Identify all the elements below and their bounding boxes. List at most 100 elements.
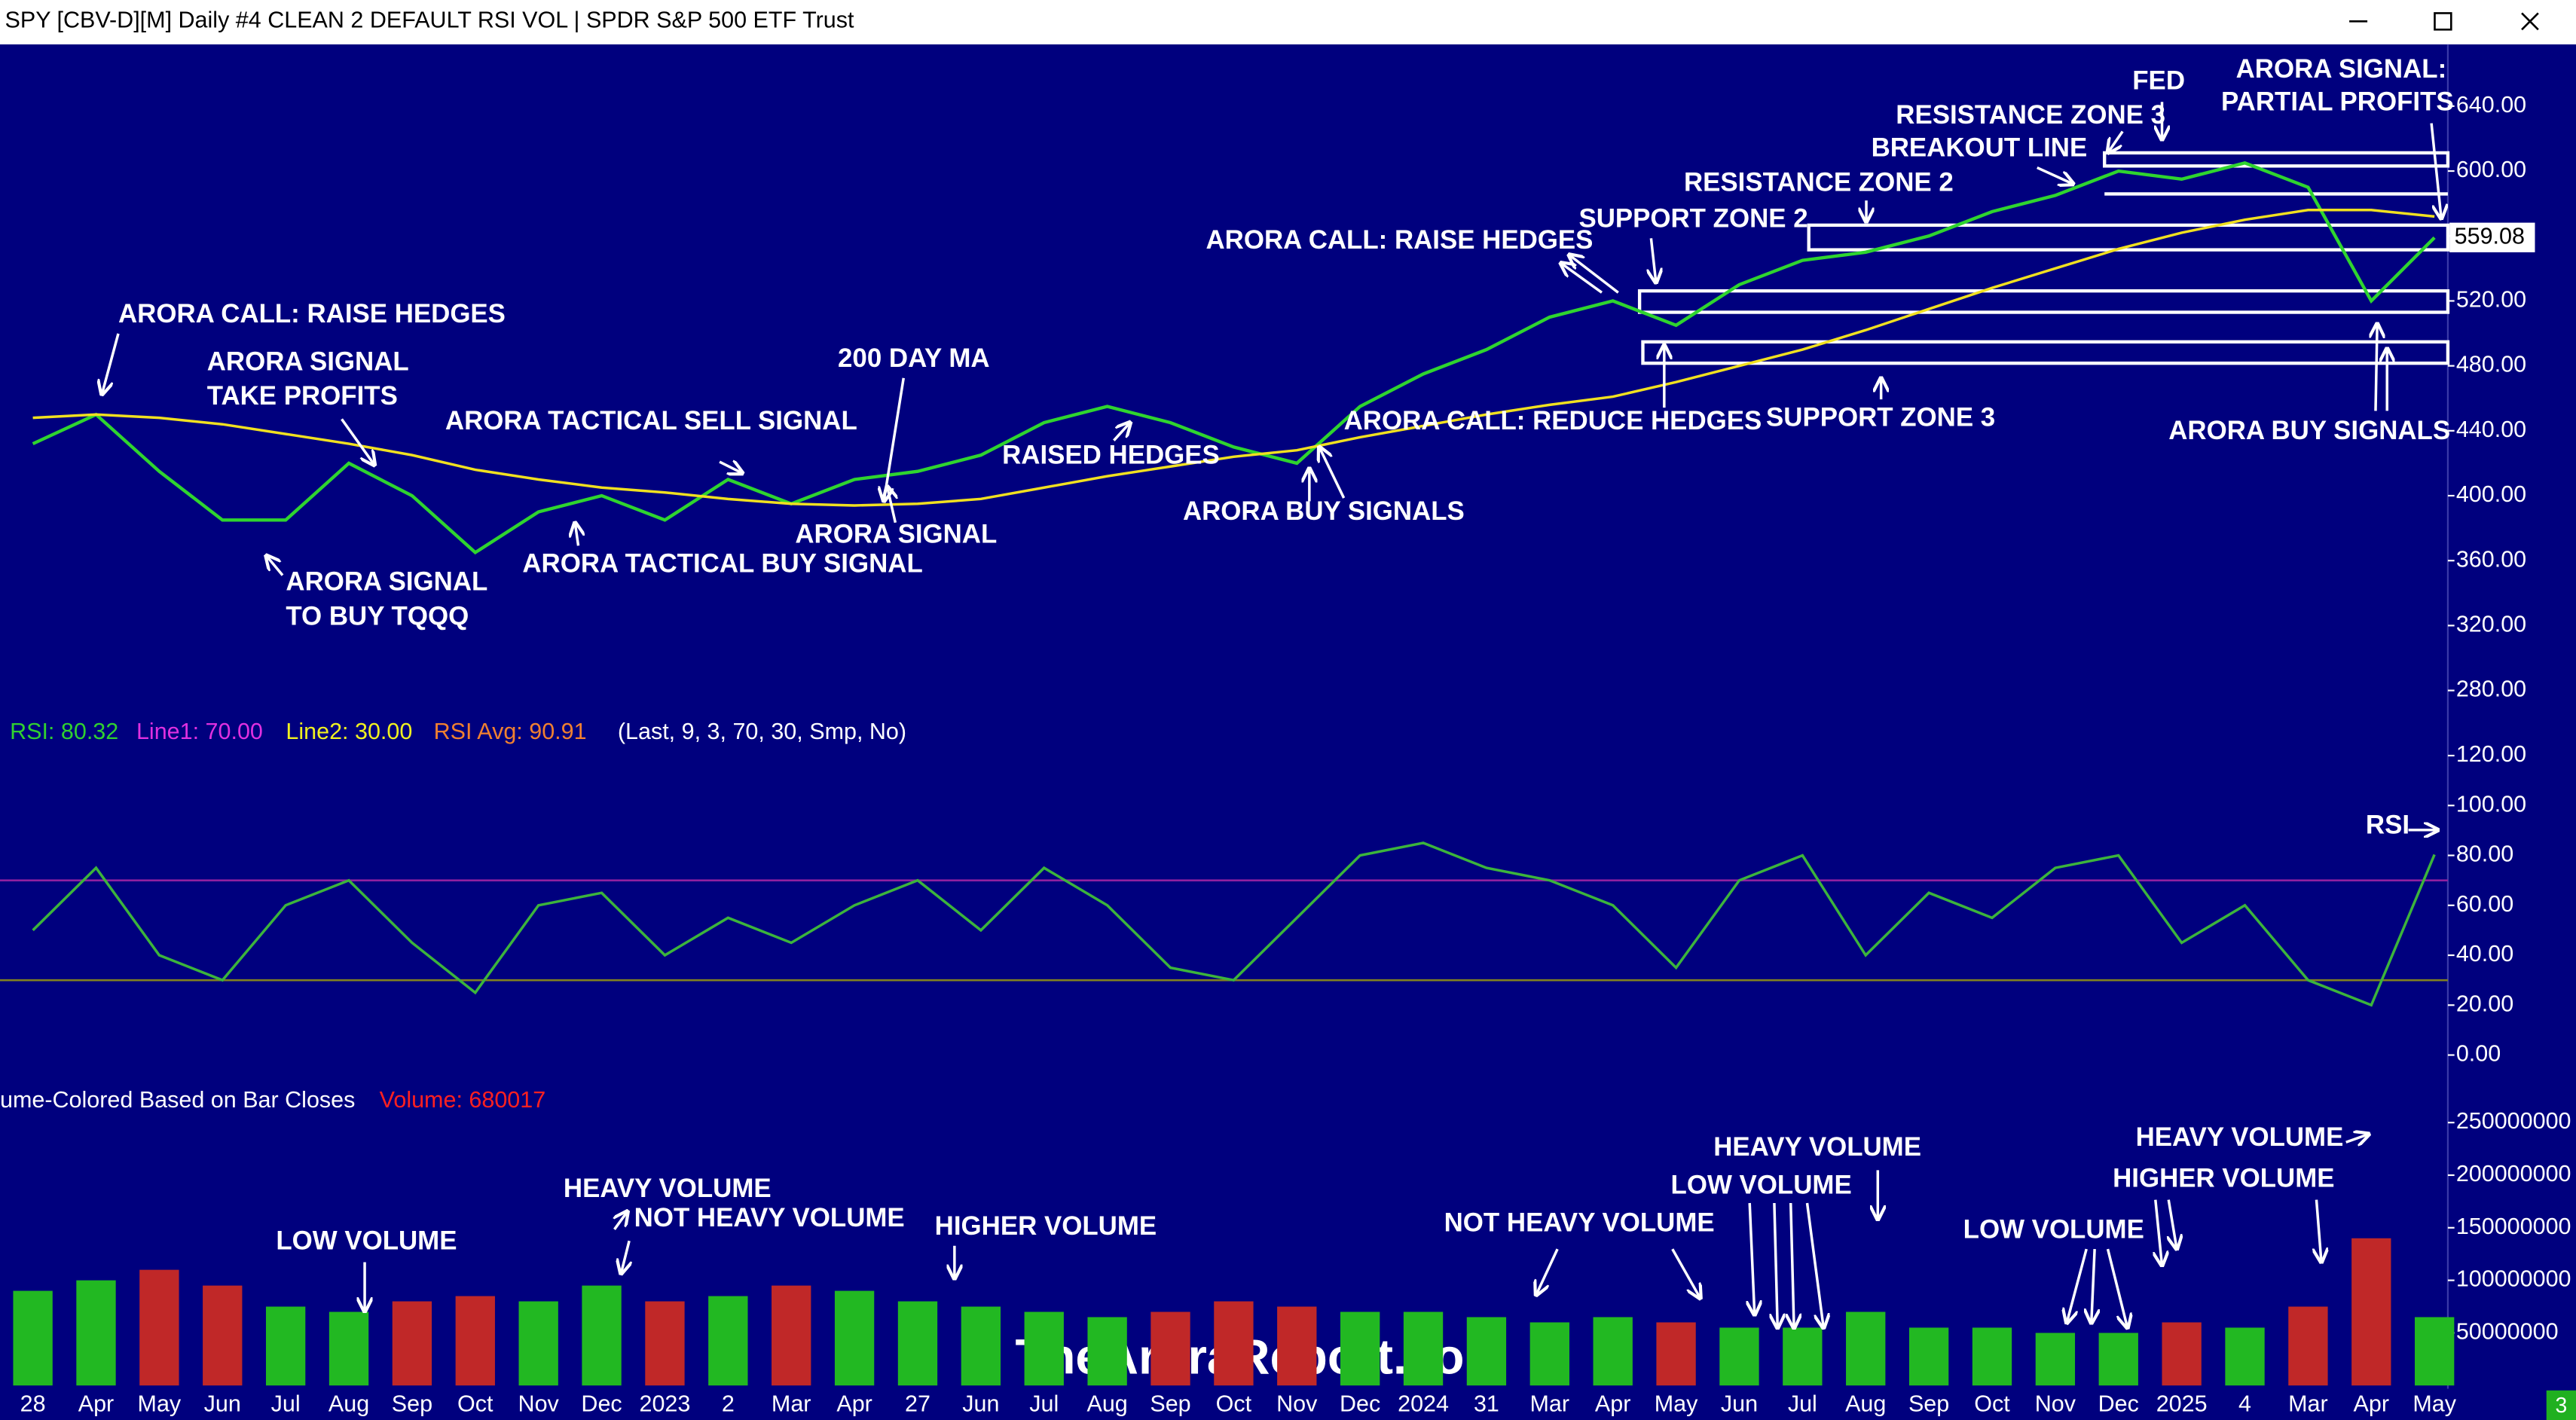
annotation-arrow [1805,1202,1824,1328]
volume-bar [1024,1312,1064,1386]
y-tick-label: 120.00 [2456,741,2526,767]
corner-badge [2546,1390,2576,1420]
x-tick-label: 2025 [2156,1391,2208,1416]
volume-bar [2351,1238,2391,1386]
x-tick-label: 2023 [640,1391,691,1416]
x-tick-label: Aug [1845,1391,1886,1416]
resistance-zone-2 [1807,223,2450,252]
y-tick-label: 600.00 [2456,157,2526,182]
volume-bar [76,1280,116,1386]
x-tick-label: Jun [962,1391,999,1416]
volume-bar [772,1285,811,1386]
annotation: SUPPORT ZONE 3 [1766,403,1995,432]
volume-bar [645,1301,685,1386]
volume-bar [1529,1322,1569,1386]
annotation-arrow [2067,1248,2088,1323]
x-tick-label: Dec [581,1391,622,1416]
annotation: ARORA CALL: RAISE HEDGES [118,299,506,328]
volume-bar [1719,1327,1759,1386]
panel-legend: Volume: 680017 [380,1087,546,1113]
annotation-arrow [1749,1202,1755,1315]
x-tick-label: 31 [1474,1391,1499,1416]
annotation: ARORA TACTICAL SELL SIGNAL [445,406,857,435]
volume-bar [897,1301,938,1386]
volume-bar [834,1290,875,1386]
annotation-arrow [887,487,895,524]
x-tick-label: 2024 [1398,1391,1449,1416]
y-tick-label: 60.00 [2456,891,2513,917]
panel-legend: RSI: 80.32 [10,719,118,744]
close-button[interactable] [2521,12,2539,31]
y-tick-label: 20.00 [2456,991,2513,1016]
x-tick-label: May [138,1391,182,1416]
x-tick-label: Apr [1595,1391,1630,1416]
volume-bar [1277,1306,1317,1386]
annotation-arrow [621,1240,629,1274]
y-tick-label: 360.00 [2456,546,2526,572]
y-tick-label: 400.00 [2456,481,2526,507]
volume-bar [2225,1327,2265,1386]
annotation-arrow [1113,423,1130,441]
x-tick-label: Jul [1029,1391,1059,1416]
maximize-button[interactable] [2434,12,2452,31]
volume-bar [13,1290,53,1386]
volume-bar [1466,1317,1507,1386]
y-tick-label: 480.00 [2456,352,2526,377]
last-price-label: 559.08 [2455,223,2525,249]
window-title: SPY [CBV-D][M] Daily #4 CLEAN 2 DEFAULT … [5,7,854,32]
annotation-arrow [2168,1199,2177,1249]
resistance-zone-3 [2103,151,2450,168]
y-tick-label: 100000000 [2456,1266,2571,1292]
annotation: LOW VOLUME [1963,1214,2144,1244]
annotation-arrow [266,555,284,576]
panel-legend: ume-Colored Based on Bar Closes [0,1087,355,1113]
x-tick-label: Oct [1974,1391,2010,1416]
annotation-arrow [719,462,743,473]
annotation: FED [2132,66,2185,95]
x-tick-label: Oct [457,1391,494,1416]
annotation-arrow [102,333,120,395]
volume-bar [392,1301,432,1386]
y-tick-label: 440.00 [2456,417,2526,442]
y-tick-label: 80.00 [2456,841,2513,867]
volume-bar [328,1312,369,1386]
corner-badge-text: 3 [2555,1394,2567,1418]
volume-bar [2098,1333,2138,1386]
volume-bar [1214,1301,1254,1386]
volume-bar [2288,1306,2328,1386]
x-tick-label: May [1655,1391,1698,1416]
x-tick-label: 27 [905,1391,930,1416]
x-tick-label: Jul [271,1391,301,1416]
annotation-arrow [2376,324,2377,411]
annotation: SUPPORT ZONE 2 [1578,204,1807,234]
x-tick-label: 4 [2238,1391,2251,1416]
x-tick-label: Aug [328,1391,369,1416]
annotation: 200 DAY MA [838,344,990,373]
volume-bar [139,1269,179,1386]
annotation: ARORA CALL: RAISE HEDGES [1205,225,1593,255]
volume-bar [1783,1327,1823,1386]
x-tick-label: Dec [2098,1391,2139,1416]
annotation-arrow [575,523,578,546]
volume-bar [203,1285,243,1386]
volume-bar [1656,1322,1696,1386]
annotation: ARORA CALL: REDUCE HEDGES [1344,406,1762,435]
annotation-arrow [2430,123,2441,219]
x-tick-label: Sep [392,1391,432,1416]
volume-bar [1846,1312,1886,1386]
x-tick-label: Jun [204,1391,241,1416]
annotation-arrow [2316,1199,2321,1263]
x-tick-label: Apr [836,1391,872,1416]
annotation-arrow [2106,1248,2128,1328]
annotation: HEAVY VOLUME [2136,1122,2344,1152]
annotation-arrow [1560,263,1603,294]
annotation: ARORA SIGNAL [795,519,997,548]
panel-legend: Line1: 70.00 [136,719,263,744]
x-tick-label: Sep [1150,1391,1190,1416]
x-tick-label: Nov [2035,1391,2076,1416]
annotation-arrow [884,377,905,502]
x-tick-label: Nov [1276,1391,1318,1416]
annotation: LOW VOLUME [276,1226,457,1256]
